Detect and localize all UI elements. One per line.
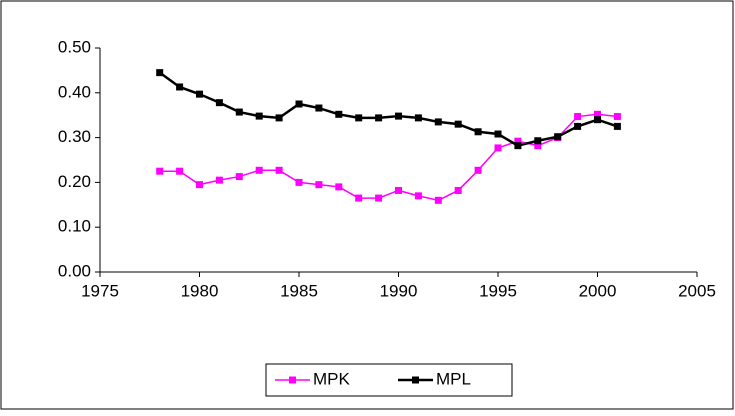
data-point [594, 116, 601, 124]
data-point [335, 183, 343, 191]
x-tick-label: 1985 [280, 281, 318, 300]
y-tick-label: 0.50 [58, 37, 91, 56]
data-point [295, 178, 303, 186]
x-tick-label: 1975 [81, 281, 119, 300]
x-tick-label: 1995 [479, 281, 517, 300]
data-point [395, 186, 402, 194]
data-point [454, 120, 462, 128]
data-point [414, 114, 422, 122]
data-point [574, 113, 582, 121]
data-point [613, 113, 621, 121]
data-point [454, 186, 462, 194]
data-point [215, 99, 223, 107]
data-point [474, 166, 482, 174]
y-tick-label: 0.20 [58, 172, 91, 191]
x-tick-label: 1980 [181, 281, 219, 300]
legend-marker [412, 376, 419, 384]
x-tick-label: 1990 [380, 281, 418, 300]
x-tick-label: 2005 [678, 281, 716, 300]
x-tick-label: 2000 [579, 281, 617, 300]
y-tick-label: 0.00 [58, 261, 91, 280]
data-point [176, 167, 184, 175]
data-point [395, 112, 402, 120]
data-point [574, 122, 582, 130]
data-point [275, 114, 283, 122]
data-point [295, 100, 303, 108]
data-point [176, 83, 184, 91]
data-point [355, 114, 363, 122]
data-point [315, 181, 323, 189]
data-point [534, 142, 542, 150]
data-point [196, 181, 203, 189]
data-point [594, 110, 601, 118]
data-point [434, 196, 442, 204]
data-point [156, 69, 164, 77]
legend-marker [289, 376, 296, 384]
y-tick-label: 0.10 [58, 217, 91, 236]
data-point [494, 130, 502, 138]
data-point [375, 114, 383, 122]
data-point [255, 166, 263, 174]
data-point [514, 142, 522, 150]
data-point [275, 166, 283, 174]
data-point [315, 104, 323, 112]
data-point [235, 108, 243, 116]
data-point [196, 90, 203, 98]
data-point [414, 192, 422, 200]
data-point [494, 144, 502, 152]
data-point [514, 137, 522, 145]
legend-label: MPK [313, 369, 351, 388]
data-point [534, 137, 542, 145]
data-point [215, 176, 223, 184]
data-point [613, 122, 621, 130]
y-tick-label: 0.30 [58, 127, 91, 146]
data-point [375, 194, 383, 202]
legend-label: MPL [436, 369, 471, 388]
data-point [255, 112, 263, 120]
data-point [335, 110, 343, 118]
data-point [355, 194, 363, 202]
data-point [156, 167, 164, 175]
y-tick-label: 0.40 [58, 82, 91, 101]
data-point [554, 133, 562, 141]
data-point [434, 118, 442, 126]
data-point [235, 173, 243, 181]
data-point [474, 128, 482, 136]
